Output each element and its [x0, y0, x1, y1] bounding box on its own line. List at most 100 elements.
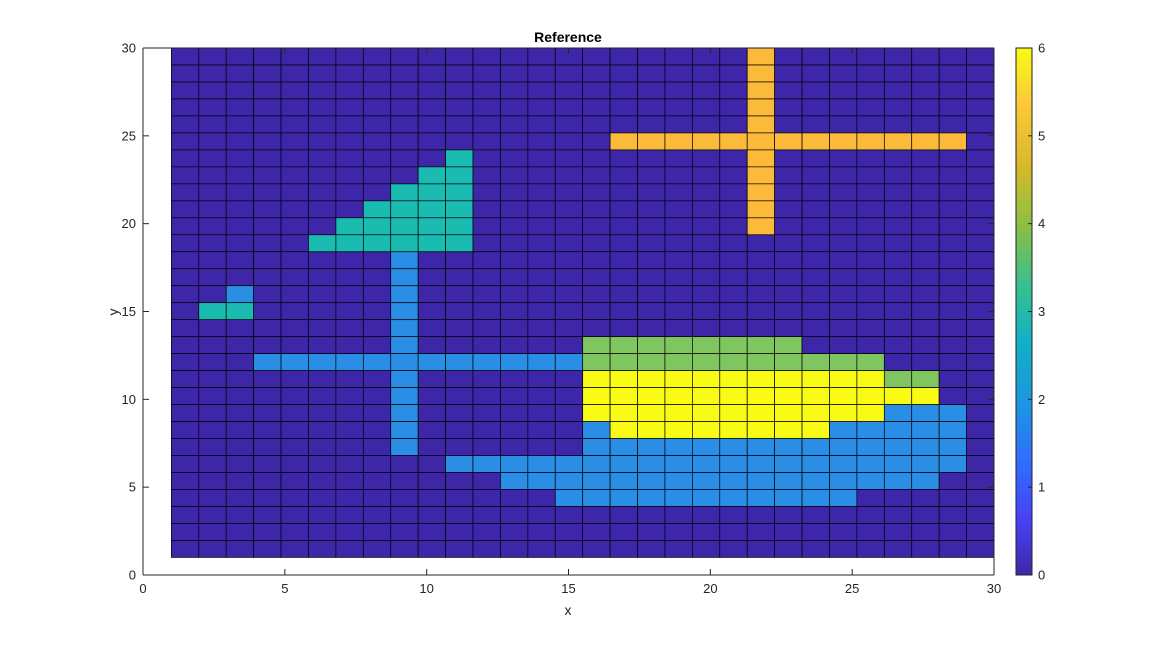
heatmap-cell [829, 234, 858, 253]
heatmap-cell [308, 98, 337, 117]
y-tick-label: 5 [129, 480, 136, 495]
heatmap-cell [966, 353, 995, 371]
heatmap-cell [445, 523, 474, 541]
heatmap-cell [609, 472, 638, 490]
heatmap-cell [554, 115, 584, 134]
heatmap-cell [362, 438, 392, 456]
heatmap-cell [362, 115, 392, 134]
heatmap-cell [225, 370, 254, 388]
heatmap-cell [746, 166, 775, 185]
heatmap-cell [472, 149, 501, 168]
heatmap-cell [225, 319, 254, 338]
heatmap-cell [719, 149, 748, 168]
heatmap-cell [829, 166, 858, 185]
heatmap-cell [225, 506, 254, 524]
heatmap-cell [637, 489, 666, 507]
heatmap-cell [692, 251, 721, 270]
heatmap-cell [500, 81, 529, 100]
x-tick-label: 15 [561, 581, 575, 596]
heatmap-cell [719, 387, 748, 405]
heatmap-cell [774, 200, 803, 219]
heatmap-cell [938, 183, 967, 202]
heatmap-cell [554, 336, 584, 355]
heatmap-cell [664, 319, 693, 338]
heatmap-cell [746, 81, 775, 100]
heatmap-cell [637, 455, 666, 473]
heatmap-cell [774, 251, 803, 270]
heatmap-cell [527, 285, 556, 304]
heatmap-cell [198, 285, 227, 304]
heatmap-cell [335, 132, 364, 151]
heatmap-cell [664, 438, 693, 456]
heatmap-cell [582, 319, 611, 338]
heatmap-cell [801, 353, 830, 371]
heatmap-cell [637, 268, 666, 287]
heatmap-cell [801, 455, 830, 473]
heatmap-cell [609, 353, 638, 371]
heatmap-cell [225, 98, 254, 117]
heatmap-cell [472, 387, 501, 405]
heatmap-cell [938, 64, 967, 83]
heatmap-cell [500, 98, 529, 117]
heatmap-cell [746, 353, 775, 371]
heatmap-cell [554, 302, 584, 321]
heatmap-cell [719, 47, 748, 66]
heatmap-cell [390, 472, 419, 490]
heatmap-cell [664, 523, 693, 541]
heatmap-cell [719, 523, 748, 541]
heatmap-cell [801, 336, 830, 355]
heatmap-cell [582, 47, 611, 66]
heatmap-cell [801, 268, 830, 287]
heatmap-cell [225, 47, 254, 66]
heatmap-cell [362, 47, 392, 66]
heatmap-cell [445, 387, 474, 405]
heatmap-cell [856, 370, 885, 388]
heatmap-cell [417, 455, 446, 473]
heatmap-cell [390, 98, 419, 117]
heatmap-cell [417, 370, 446, 388]
heatmap-cell [171, 455, 200, 473]
heatmap-cell [308, 455, 337, 473]
heatmap-cell [500, 149, 529, 168]
heatmap-cell [582, 115, 611, 134]
heatmap-cell [445, 489, 474, 507]
heatmap-cell [938, 302, 967, 321]
heatmap-cell [445, 336, 474, 355]
heatmap-cell [883, 489, 913, 507]
heatmap-cell [938, 523, 967, 541]
heatmap-cell [966, 540, 995, 558]
heatmap-cell [938, 251, 967, 270]
heatmap-cell [308, 47, 337, 66]
heatmap-cell [664, 540, 693, 558]
heatmap-cell [472, 540, 501, 558]
heatmap-cell [198, 200, 227, 219]
heatmap-cell [390, 234, 419, 253]
heatmap-cell [746, 489, 775, 507]
heatmap-cell [554, 489, 584, 507]
heatmap-cell [308, 336, 337, 355]
heatmap-cell [308, 319, 337, 338]
heatmap-cell [335, 540, 364, 558]
heatmap-cell [692, 234, 721, 253]
heatmap-cell [171, 234, 200, 253]
heatmap-cell [637, 200, 666, 219]
heatmap-cell [280, 336, 309, 355]
heatmap-cell [554, 251, 584, 270]
heatmap-cell [554, 353, 584, 371]
heatmap-cell [883, 319, 913, 338]
heatmap-cell [554, 166, 584, 185]
heatmap-cell [527, 540, 556, 558]
heatmap-cell [637, 47, 666, 66]
heatmap-cell [664, 285, 693, 304]
heatmap-cell [417, 81, 446, 100]
heatmap-cell [801, 81, 830, 100]
heatmap-cell [966, 268, 995, 287]
heatmap-cell [966, 183, 995, 202]
plot-area [171, 47, 995, 558]
heatmap-cell [280, 387, 309, 405]
heatmap-cell [883, 217, 913, 236]
heatmap-cell [637, 217, 666, 236]
heatmap-cell [198, 404, 227, 422]
heatmap-cell [225, 285, 254, 304]
heatmap-cell [335, 319, 364, 338]
